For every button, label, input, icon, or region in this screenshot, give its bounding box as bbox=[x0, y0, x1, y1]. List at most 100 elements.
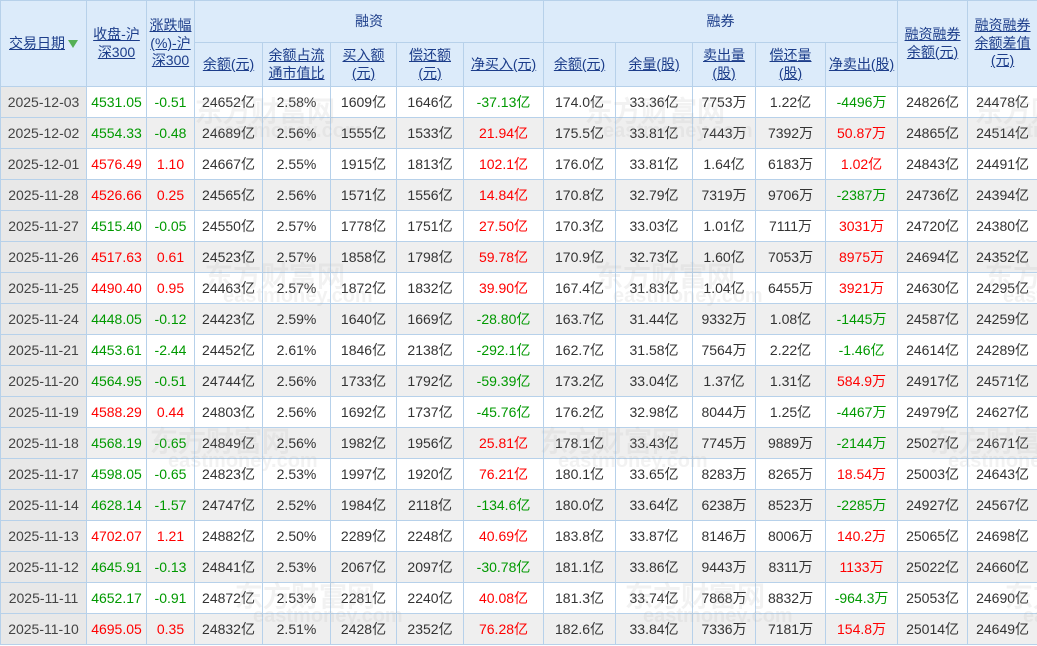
data-cell: 181.3亿 bbox=[543, 582, 617, 614]
data-cell: 24667亿 bbox=[194, 148, 263, 180]
data-cell: 176.0亿 bbox=[543, 148, 617, 180]
data-cell: 40.69亿 bbox=[462, 520, 545, 552]
header-trade-date[interactable]: 交易日期 bbox=[0, 0, 87, 87]
header-rz-balance[interactable]: 余额(元) bbox=[194, 42, 263, 87]
data-cell: 9889万 bbox=[755, 427, 827, 459]
data-cell: 24627亿 bbox=[967, 396, 1037, 428]
data-cell: 24463亿 bbox=[194, 272, 263, 304]
data-cell: 7392万 bbox=[755, 117, 827, 149]
data-cell: 7181万 bbox=[755, 613, 827, 645]
data-cell: 24523亿 bbox=[194, 241, 263, 273]
data-cell: 1571亿 bbox=[330, 179, 397, 211]
data-cell: 31.58亿 bbox=[615, 334, 694, 366]
data-cell: 1733亿 bbox=[330, 365, 397, 397]
data-cell: 0.61 bbox=[146, 241, 195, 273]
data-cell: 1.04亿 bbox=[692, 272, 757, 304]
data-cell: 24843亿 bbox=[897, 148, 969, 180]
data-cell: 2067亿 bbox=[330, 551, 397, 583]
table-row: 2025-12-01 4576.49 1.10 24667亿 2.55% 1915亿 181… bbox=[0, 148, 1037, 180]
data-cell: 33.65亿 bbox=[615, 458, 694, 490]
trade-date-cell: 2025-11-13 bbox=[0, 520, 87, 552]
header-margin-total-balance[interactable]: 融资融券余额(元) bbox=[897, 0, 969, 87]
data-cell: 1555亿 bbox=[330, 117, 397, 149]
data-cell: 24849亿 bbox=[194, 427, 263, 459]
data-cell: 1920亿 bbox=[396, 458, 464, 490]
data-cell: 1984亿 bbox=[330, 489, 397, 521]
data-cell: 180.0亿 bbox=[543, 489, 617, 521]
header-rq-repay-volume[interactable]: 偿还量(股) bbox=[755, 42, 827, 87]
data-cell: 25053亿 bbox=[897, 582, 969, 614]
data-cell: 4526.66 bbox=[86, 179, 147, 211]
data-cell: 182.6亿 bbox=[543, 613, 617, 645]
header-rq-sell-volume[interactable]: 卖出量(股) bbox=[692, 42, 757, 87]
table-row: 2025-11-19 4588.29 0.44 24803亿 2.56% 1692亿 173… bbox=[0, 396, 1037, 428]
data-cell: 0.95 bbox=[146, 272, 195, 304]
table-row: 2025-11-18 4568.19 -0.65 24849亿 2.56% 1982亿 19… bbox=[0, 427, 1037, 459]
data-cell: 25027亿 bbox=[897, 427, 969, 459]
trade-date-cell: 2025-11-14 bbox=[0, 489, 87, 521]
data-cell: 24698亿 bbox=[967, 520, 1037, 552]
data-cell: 7443万 bbox=[692, 117, 757, 149]
header-change-pct-csi300[interactable]: 涨跌幅(%)-沪深300 bbox=[146, 0, 195, 87]
data-cell: 32.73亿 bbox=[615, 241, 694, 273]
data-cell: -0.65 bbox=[146, 427, 195, 459]
data-cell: 1.01亿 bbox=[692, 210, 757, 242]
data-cell: 6455万 bbox=[755, 272, 827, 304]
data-cell: 7336万 bbox=[692, 613, 757, 645]
trade-date-cell: 2025-11-27 bbox=[0, 210, 87, 242]
data-cell: 24720亿 bbox=[897, 210, 969, 242]
data-cell: 2.56% bbox=[262, 179, 331, 211]
table-row: 2025-11-21 4453.61 -2.44 24452亿 2.61% 1846亿 21… bbox=[0, 334, 1037, 366]
trade-date-cell: 2025-12-03 bbox=[0, 86, 87, 118]
trade-date-cell: 2025-12-02 bbox=[0, 117, 87, 149]
header-rq-volume[interactable]: 余量(股) bbox=[615, 42, 694, 87]
header-rz-balance-ratio[interactable]: 余额占流通市值比 bbox=[262, 42, 331, 87]
data-cell: 2428亿 bbox=[330, 613, 397, 645]
data-cell: 24394亿 bbox=[967, 179, 1037, 211]
data-cell: 24865亿 bbox=[897, 117, 969, 149]
data-cell: 24744亿 bbox=[194, 365, 263, 397]
header-group-row: 交易日期 收盘-沪深300 涨跌幅(%)-沪深300 融资 融券 融资融券余额(… bbox=[0, 0, 1037, 87]
trade-date-cell: 2025-11-25 bbox=[0, 272, 87, 304]
header-rz-net-buy[interactable]: 净买入(元) bbox=[462, 42, 545, 87]
data-cell: 3921万 bbox=[825, 272, 899, 304]
table-row: 2025-11-12 4645.91 -0.13 24841亿 2.53% 2067亿 20… bbox=[0, 551, 1037, 583]
data-cell: 2248亿 bbox=[396, 520, 464, 552]
data-cell: 181.1亿 bbox=[543, 551, 617, 583]
data-cell: 24660亿 bbox=[967, 551, 1037, 583]
data-cell: 7111万 bbox=[755, 210, 827, 242]
table-body: 2025-12-03 4531.05 -0.51 24652亿 2.58% 1609亿 16… bbox=[0, 86, 1037, 645]
data-cell: 40.08亿 bbox=[462, 582, 545, 614]
trade-date-cell: 2025-11-17 bbox=[0, 458, 87, 490]
data-cell: 24803亿 bbox=[194, 396, 263, 428]
header-rz-buy-amount[interactable]: 买入额(元) bbox=[330, 42, 397, 87]
table-row: 2025-11-25 4490.40 0.95 24463亿 2.57% 1872亿 183… bbox=[0, 272, 1037, 304]
data-cell: 2.52% bbox=[262, 489, 331, 521]
table-row: 2025-11-24 4448.05 -0.12 24423亿 2.59% 1640亿 16… bbox=[0, 303, 1037, 335]
data-cell: 2289亿 bbox=[330, 520, 397, 552]
data-cell: 1982亿 bbox=[330, 427, 397, 459]
header-group-financing: 融资 bbox=[193, 0, 545, 43]
data-cell: 31.44亿 bbox=[615, 303, 694, 335]
header-rz-repay-amount[interactable]: 偿还额(元) bbox=[396, 42, 464, 87]
data-cell: 24872亿 bbox=[194, 582, 263, 614]
data-cell: 170.3亿 bbox=[543, 210, 617, 242]
trade-date-cell: 2025-11-26 bbox=[0, 241, 87, 273]
data-cell: 33.84亿 bbox=[615, 613, 694, 645]
data-cell: 24491亿 bbox=[967, 148, 1037, 180]
data-cell: 2138亿 bbox=[396, 334, 464, 366]
data-cell: 1915亿 bbox=[330, 148, 397, 180]
header-close-csi300[interactable]: 收盘-沪深300 bbox=[86, 0, 147, 87]
header-rq-net-sell[interactable]: 净卖出(股) bbox=[825, 42, 899, 87]
header-rq-balance[interactable]: 余额(元) bbox=[543, 42, 617, 87]
data-cell: 33.86亿 bbox=[615, 551, 694, 583]
header-trade-date-label[interactable]: 交易日期 bbox=[9, 34, 65, 51]
trade-date-cell: 2025-11-20 bbox=[0, 365, 87, 397]
data-cell: 1.25亿 bbox=[755, 396, 827, 428]
data-cell: 2352亿 bbox=[396, 613, 464, 645]
data-cell: 24259亿 bbox=[967, 303, 1037, 335]
data-cell: 33.81亿 bbox=[615, 117, 694, 149]
data-cell: -30.78亿 bbox=[462, 551, 545, 583]
header-margin-balance-diff[interactable]: 融资融券余额差值(元) bbox=[967, 0, 1037, 87]
data-cell: 24882亿 bbox=[194, 520, 263, 552]
